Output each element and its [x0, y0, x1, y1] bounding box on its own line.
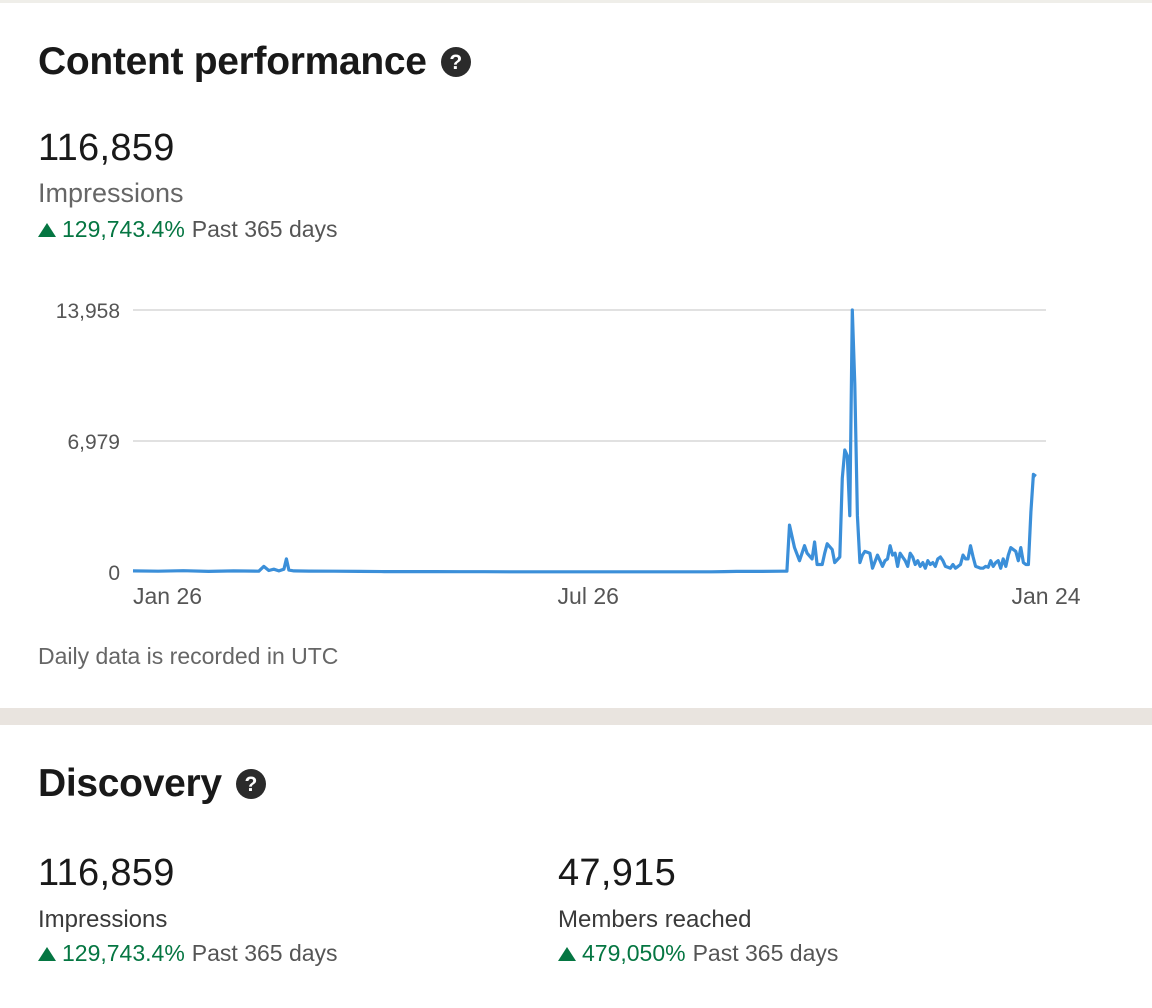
trend-period: Past 365 days: [191, 216, 338, 242]
help-icon[interactable]: ?: [440, 47, 471, 77]
trend-percentage: 129,743.4%: [62, 940, 185, 966]
x-tick-label: Jul 26: [558, 583, 619, 609]
discovery-title: Discovery ?: [38, 762, 266, 806]
x-tick-label: Jan 26: [133, 583, 202, 609]
section-divider: [0, 708, 1152, 725]
impressions-trend: 129,743.4% Past 365 days: [38, 216, 338, 243]
impressions-chart-svg: 0 6,979 13,958 Jan 26 Jul 26 Jan 24: [56, 300, 1081, 609]
impressions-series-line: [132, 308, 1037, 574]
trend-period: Past 365 days: [191, 940, 338, 966]
trend-up-icon: [38, 222, 56, 237]
y-tick-label: 13,958: [56, 300, 120, 323]
members-reached-label: Members reached: [558, 906, 752, 933]
y-tick-label: 0: [108, 562, 120, 585]
discovery-card: Discovery ? 116,859 Impressions 129,743.…: [0, 725, 1152, 1008]
discovery-title-text: Discovery: [38, 762, 222, 805]
y-tick-label: 6,979: [67, 431, 120, 454]
trend-percentage: 479,050%: [582, 940, 686, 966]
x-tick-label: Jan 24: [1011, 583, 1080, 609]
discovery-impressions-trend: 129,743.4% Past 365 days: [38, 940, 338, 967]
discovery-impressions-value: 116,859: [38, 852, 175, 894]
impressions-label: Impressions: [38, 178, 184, 208]
content-performance-card: Content performance ? 116,859 Impression…: [0, 3, 1152, 708]
members-reached-value: 47,915: [558, 852, 677, 894]
trend-up-icon: [38, 946, 56, 961]
members-reached-trend: 479,050% Past 365 days: [558, 940, 838, 967]
utc-footnote: Daily data is recorded in UTC: [38, 643, 339, 669]
help-icon[interactable]: ?: [235, 769, 266, 799]
impressions-value: 116,859: [38, 127, 175, 169]
trend-percentage: 129,743.4%: [62, 216, 185, 242]
content-performance-title-text: Content performance: [38, 40, 427, 83]
trend-period: Past 365 days: [692, 940, 839, 966]
content-performance-title: Content performance ?: [38, 40, 471, 84]
discovery-impressions-label: Impressions: [38, 906, 168, 933]
top-separator: [0, 0, 1152, 3]
trend-up-icon: [558, 946, 576, 961]
impressions-chart[interactable]: 0 6,979 13,958 Jan 26 Jul 26 Jan 24: [0, 288, 1152, 618]
